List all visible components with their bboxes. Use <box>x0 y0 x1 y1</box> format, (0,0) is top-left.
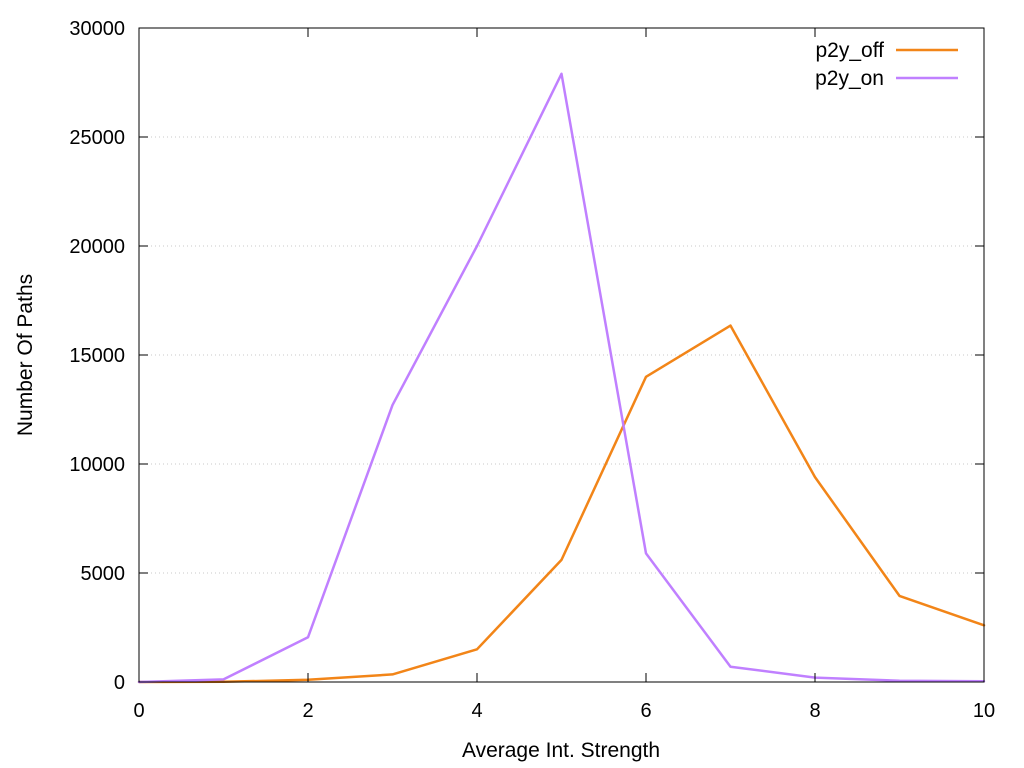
x-tick-label: 10 <box>973 700 995 722</box>
series-line-p2y_on <box>137 72 986 684</box>
axis-ticks <box>138 27 985 683</box>
x-tick-label: 2 <box>302 700 313 722</box>
tick-labels: 0 5000 10000 15000 20000 25000 30000 0 2 4 6 8 10 <box>69 18 995 722</box>
plot-frame <box>138 27 985 683</box>
x-tick-label: 8 <box>809 700 820 722</box>
series-lines <box>137 72 986 684</box>
grid-lines <box>139 136 984 574</box>
y-tick-label: 5000 <box>81 563 126 585</box>
y-tick-label: 10000 <box>69 454 125 476</box>
x-tick-label: 0 <box>133 700 144 722</box>
y-tick-label: 30000 <box>69 18 125 40</box>
y-tick-label: 20000 <box>69 236 125 258</box>
y-tick-label: 15000 <box>69 345 125 367</box>
x-tick-label: 4 <box>471 700 482 722</box>
x-tick-label: 6 <box>640 700 651 722</box>
legend: p2y_off p2y_on <box>815 39 958 90</box>
y-tick-label: 25000 <box>69 127 125 149</box>
y-axis-label: Number Of Paths <box>14 274 37 436</box>
x-axis-label: Average Int. Strength <box>462 739 660 762</box>
legend-label-p2y_on: p2y_on <box>815 67 884 90</box>
series-line-p2y_off <box>137 324 986 684</box>
y-tick-label: 0 <box>114 672 125 694</box>
legend-label-p2y_off: p2y_off <box>815 39 884 62</box>
